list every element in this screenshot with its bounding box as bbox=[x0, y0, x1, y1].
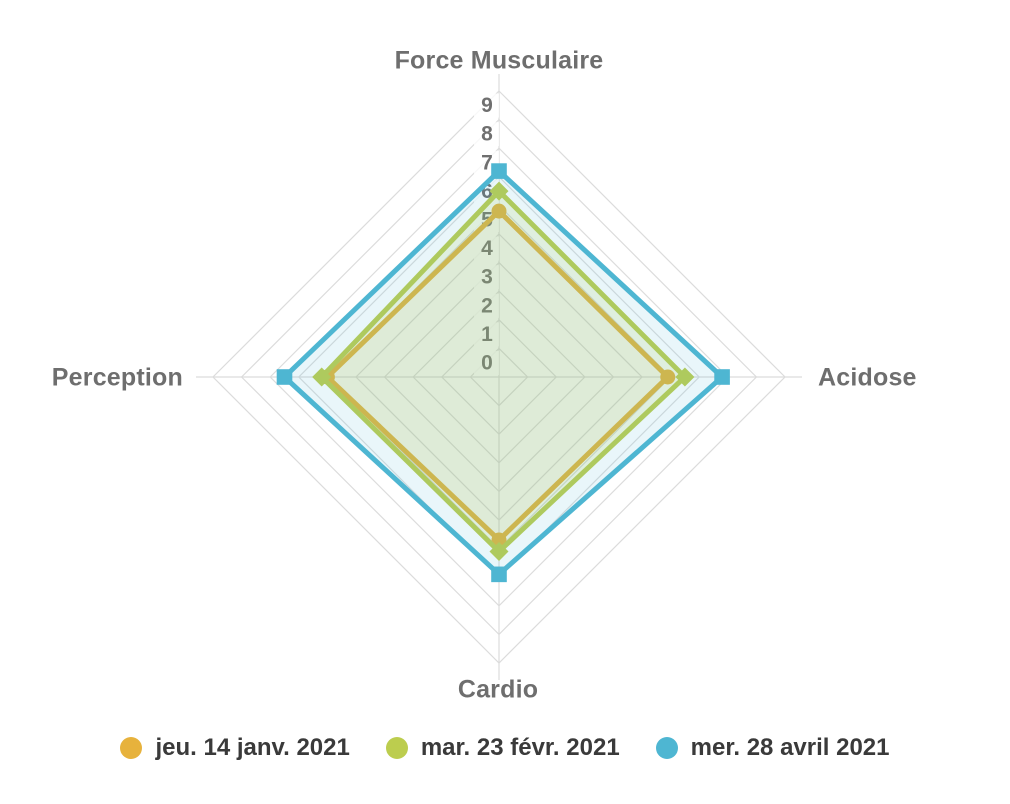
tick-label: 3 bbox=[481, 266, 493, 289]
axis-title-acidose: Acidose bbox=[818, 363, 917, 392]
chart-legend: jeu. 14 janv. 2021 mar. 23 févr. 2021 me… bbox=[0, 734, 1010, 762]
series-0 bbox=[319, 203, 676, 548]
tick-label: 0 bbox=[481, 352, 493, 375]
tick-label: 8 bbox=[481, 123, 493, 146]
axis-title-perception: Perception bbox=[51, 363, 183, 392]
axis-title-force-musculaire: Force Musculaire bbox=[394, 46, 604, 75]
data-point-square bbox=[491, 163, 507, 179]
axis-title-cardio: Cardio bbox=[457, 675, 539, 704]
data-point-diamond bbox=[675, 367, 695, 387]
tick-backdrop bbox=[474, 236, 499, 261]
series-1 bbox=[312, 181, 695, 561]
tick-label: 4 bbox=[481, 237, 493, 260]
data-point-square bbox=[714, 369, 730, 385]
tick-backdrop bbox=[474, 93, 499, 118]
tick-backdrop bbox=[474, 351, 499, 375]
tick-label: 6 bbox=[481, 180, 493, 203]
tick-backdrop bbox=[474, 322, 499, 347]
data-point-circle bbox=[660, 369, 676, 385]
tick-label: 1 bbox=[481, 323, 493, 346]
legend-label: jeu. 14 janv. 2021 bbox=[155, 734, 350, 761]
data-point-diamond bbox=[489, 541, 509, 561]
data-point-diamond bbox=[312, 367, 332, 387]
legend-label: mar. 23 févr. 2021 bbox=[420, 734, 620, 761]
legend-item-feb-23[interactable]: mar. 23 févr. 2021 bbox=[385, 734, 620, 762]
tick-backdrop bbox=[474, 122, 499, 147]
data-point-square bbox=[276, 369, 293, 385]
series-2 bbox=[276, 163, 730, 583]
tick-backdrop bbox=[474, 265, 499, 290]
data-point-circle bbox=[491, 532, 507, 548]
legend-marker-circle bbox=[120, 737, 143, 759]
legend-marker-circle bbox=[655, 737, 678, 759]
tick-label: 7 bbox=[481, 151, 493, 174]
data-point-square bbox=[491, 566, 507, 583]
tick-label: 9 bbox=[481, 94, 493, 117]
tick-label: 2 bbox=[481, 294, 493, 317]
data-point-diamond bbox=[489, 181, 509, 201]
legend-marker-circle bbox=[385, 737, 408, 759]
data-point-circle bbox=[491, 203, 507, 219]
legend-item-jan-14[interactable]: jeu. 14 janv. 2021 bbox=[120, 734, 350, 762]
legend-label: mer. 28 avril 2021 bbox=[690, 734, 890, 761]
tick-backdrop bbox=[474, 293, 499, 318]
legend-item-apr-28[interactable]: mer. 28 avril 2021 bbox=[655, 734, 890, 762]
